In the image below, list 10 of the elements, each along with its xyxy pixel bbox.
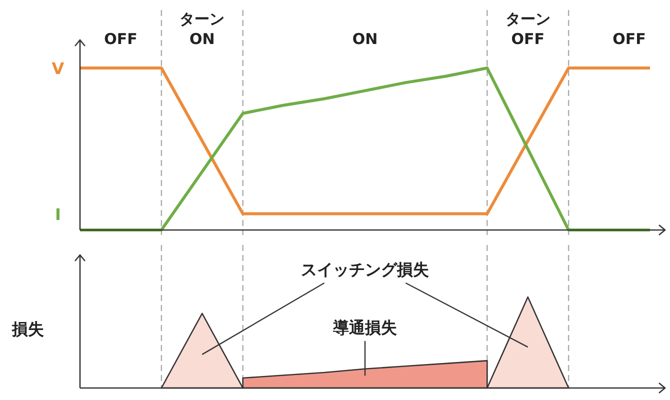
series-label: V: [52, 59, 65, 78]
text: スイッチング損失: [301, 260, 429, 279]
series-label: I: [55, 205, 61, 224]
y-axis-title: 損失: [11, 320, 44, 338]
text: OFF: [104, 30, 138, 48]
text: ターン ON: [180, 10, 225, 48]
text: ON: [352, 30, 378, 48]
text: ターン OFF: [505, 10, 550, 48]
text: OFF: [612, 30, 646, 48]
series-label: 導通損失: [332, 318, 397, 337]
